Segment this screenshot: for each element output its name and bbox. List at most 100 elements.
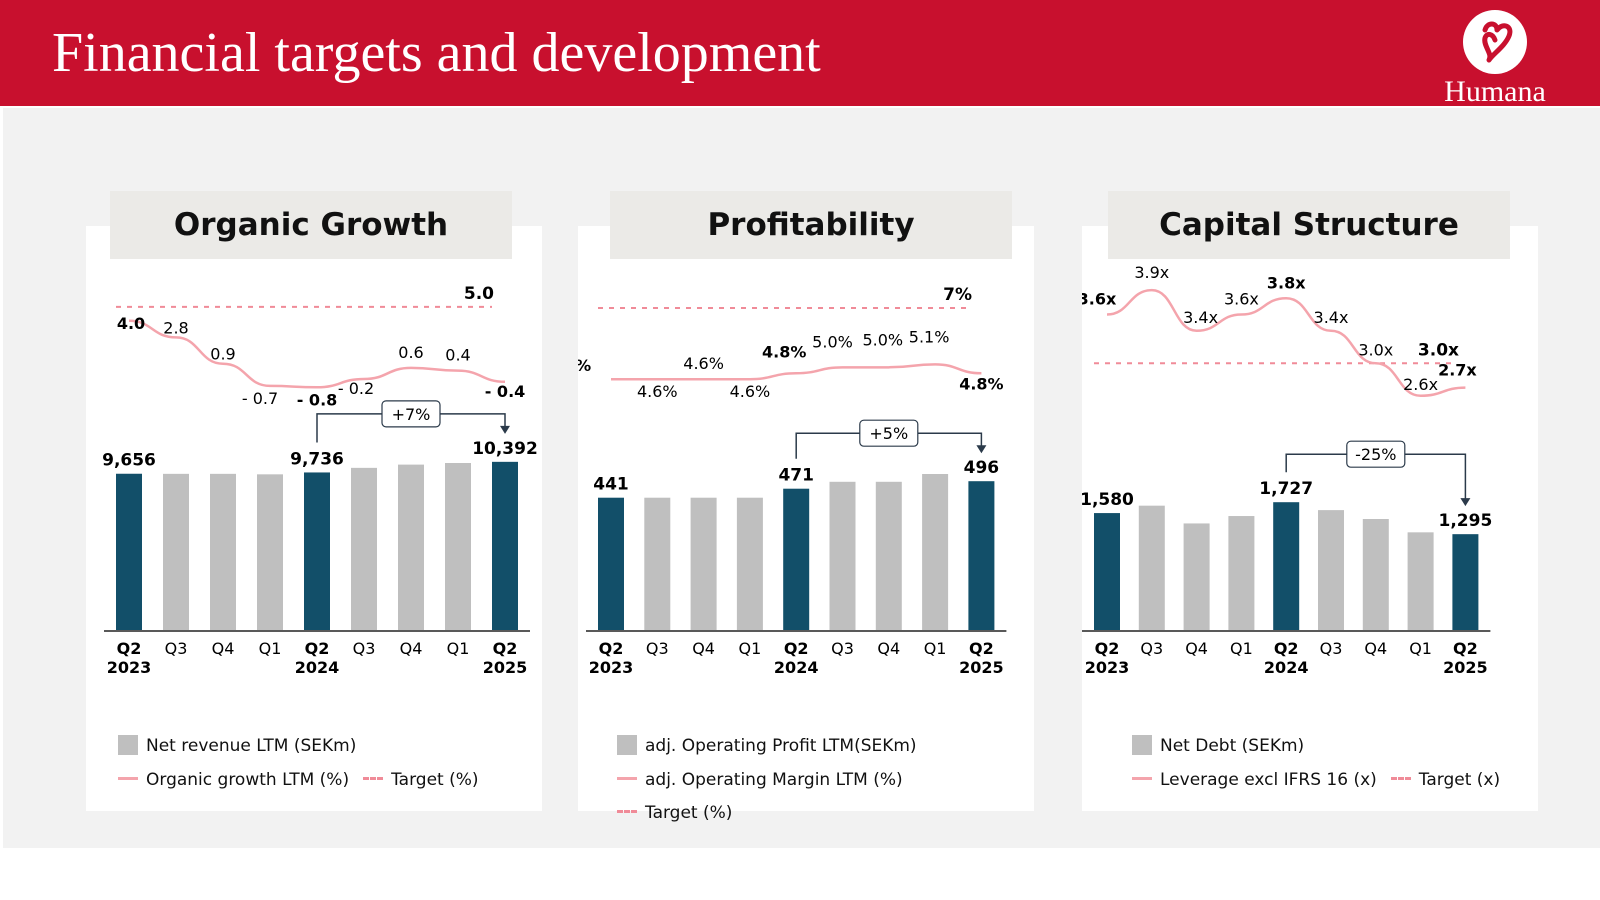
bar (492, 461, 518, 630)
change-label: +5% (869, 424, 908, 443)
legend-target-label: Target (x) (1418, 770, 1501, 790)
bar (1407, 532, 1434, 630)
line-value-label: 0.9 (210, 345, 235, 364)
x-tick-label: Q4 (692, 639, 715, 658)
bar (445, 463, 471, 630)
change-box (381, 400, 441, 428)
line-value-label: 4.6% (683, 354, 724, 373)
x-tick-label: Q1 (739, 639, 762, 658)
legend-target-label: Target (%) (645, 803, 733, 823)
page-title: Financial targets and development (52, 22, 821, 84)
bar (644, 497, 671, 630)
line-series (1106, 288, 1466, 398)
bar (351, 467, 377, 630)
bar-value-label: 496 (964, 458, 1000, 478)
line-value-label: 5.0% (862, 330, 903, 349)
line-value-label: - 0.8 (297, 390, 338, 409)
line-value-label: 0.4 (445, 346, 470, 365)
line-value-label: - 0.4 (485, 382, 526, 401)
x-tick-label: Q2 (969, 639, 994, 658)
profitability-chart: 7% 4.6% 4.6% 4.6% 4.6% 4.8% 5.0% 5.0% 5.1% 4.8% 44… (578, 285, 1007, 677)
line-value-label: 3.6x (1224, 290, 1259, 309)
capital-structure-title: Capital Structure (1108, 191, 1510, 259)
legend-bars-label: adj. Operating Profit LTM(SEKm) (645, 736, 917, 756)
x-tick-label: Q1 (1230, 639, 1253, 658)
organic-growth-title: Organic Growth (110, 191, 512, 259)
line-value-label: 2.7x (1438, 361, 1477, 380)
x-tick-label: Q3 (646, 639, 669, 658)
bar (1183, 523, 1210, 630)
x-tick-label: Q1 (447, 639, 470, 658)
x-tick-label: Q2 (1274, 639, 1299, 658)
bar-value-label: 1,295 (1439, 511, 1493, 531)
x-tick-label: Q2 (493, 639, 518, 658)
bar (1318, 510, 1344, 630)
legend-target-swatch (617, 810, 637, 813)
x-tick-year: 2024 (1264, 658, 1309, 677)
line-value-label: 3.4x (1314, 308, 1349, 327)
line-value-label: 4.0 (117, 314, 145, 333)
legend-bar-swatch (617, 735, 637, 755)
legend-bars-label: Net revenue LTM (SEKm) (146, 736, 357, 756)
line-value-label: 5.1% (909, 327, 950, 346)
bar (690, 497, 717, 630)
x-tick-label: Q3 (831, 639, 854, 658)
bar (1094, 513, 1120, 630)
bar (1452, 534, 1479, 630)
x-tick-label: Q1 (1409, 639, 1432, 658)
bar (875, 481, 902, 630)
x-tick-label: Q2 (1095, 639, 1120, 658)
line-value-label: - 0.2 (338, 379, 374, 398)
x-tick-year: 2023 (107, 658, 152, 677)
legend-target-label: Target (%) (391, 770, 479, 790)
x-tick-label: Q2 (305, 639, 330, 658)
x-tick-label: Q2 (117, 639, 142, 658)
bar (1273, 502, 1300, 630)
bar (163, 473, 189, 630)
x-tick-year: 2025 (483, 658, 528, 677)
bar (1362, 519, 1389, 630)
line-value-label: 4.8% (959, 374, 1003, 393)
legend-bar-swatch (118, 735, 138, 755)
change-box (1346, 440, 1406, 468)
line-value-label: - 0.7 (242, 389, 278, 408)
change-box (859, 419, 919, 447)
x-tick-label: Q3 (1320, 639, 1343, 658)
line-value-label: 2.8 (163, 318, 188, 337)
capital-structure-chart: 3.0x 3.6x 3.9x 3.4x 3.6x 3.8x 3.4x 3.0x 2.6x2.7x… (1082, 263, 1493, 677)
legend-bar-swatch (1132, 735, 1152, 755)
line-value-label: 2.6x (1403, 375, 1438, 394)
x-tick-label: Q3 (165, 639, 188, 658)
bar (398, 464, 424, 630)
line-value-label: 0.6 (398, 343, 423, 362)
bar (1138, 505, 1165, 630)
x-tick-year: 2025 (1443, 658, 1488, 677)
organic-growth-chart: 5.0 4.0 2.8 0.9 - 0.7 - 0.8- 0.2 0.6 0.4 - 0.4 9,… (102, 284, 538, 677)
bar-value-label: 9,736 (290, 449, 344, 469)
legend-target-swatch (1390, 777, 1411, 780)
line-value-label: 3.9x (1134, 263, 1169, 282)
header-bar: Financial targets and development Humana (0, 0, 1600, 108)
line-value-label: 4.8% (762, 342, 806, 361)
bar (210, 473, 236, 630)
change-label: +7% (392, 405, 431, 424)
legend-bars-label: Net Debt (SEKm) (1160, 736, 1305, 756)
line-value-label: 3.4x (1183, 308, 1218, 327)
legend-target-swatch (363, 777, 384, 780)
humana-logo-icon (1463, 10, 1527, 74)
x-tick-year: 2025 (959, 658, 1004, 677)
x-tick-label: Q4 (400, 639, 423, 658)
bar (829, 481, 856, 630)
bar (1228, 516, 1255, 630)
x-tick-year: 2023 (589, 658, 634, 677)
legend-line-label: Organic growth LTM (%) (146, 770, 350, 790)
bar (783, 488, 810, 630)
bar-value-label: 1,727 (1259, 479, 1313, 499)
x-tick-label: Q2 (1453, 639, 1478, 658)
line-value-label: 3.0x (1358, 340, 1393, 359)
legend-line-swatch (617, 777, 637, 780)
bar (304, 472, 330, 630)
change-arrow-icon (500, 425, 510, 434)
line-value-label: 3.8x (1267, 273, 1306, 292)
bar-value-label: 1,580 (1082, 490, 1134, 510)
